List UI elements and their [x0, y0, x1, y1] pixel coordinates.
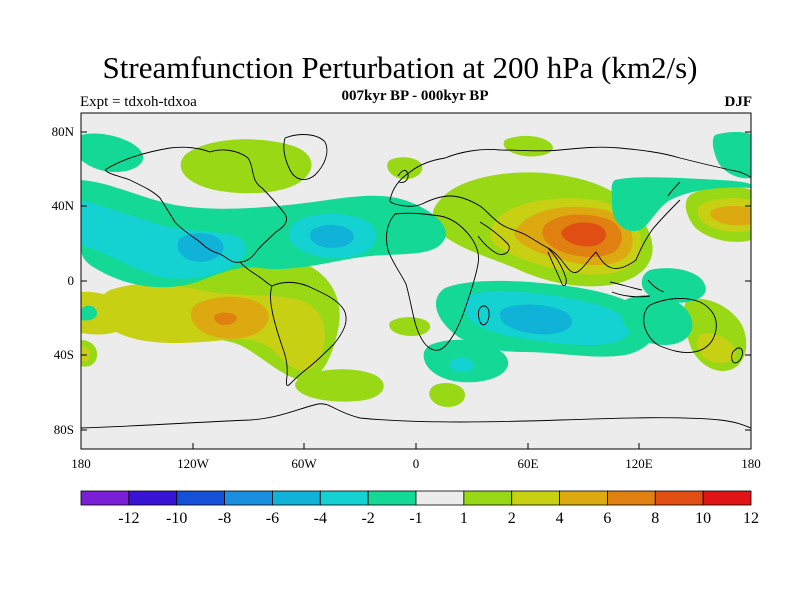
colorbar-swatch	[80, 490, 130, 506]
coast-north-america	[104, 146, 287, 263]
colorbar-swatch	[559, 490, 608, 506]
lon-tick-label: 0	[413, 456, 420, 471]
experiment-label: Expt = tdxoh-tdxoa	[80, 94, 197, 110]
colorbar-label: -1	[409, 510, 422, 527]
chart-subtitle: 007kyr BP - 000kyr BP	[341, 88, 489, 104]
coast-australia	[643, 298, 717, 353]
contour-neg1	[641, 268, 706, 303]
contour-neg1	[620, 295, 693, 345]
contour-neg1	[81, 305, 98, 321]
contour-neg1	[712, 131, 751, 179]
colorbar-swatch	[511, 490, 560, 506]
chart-title: Streamfunction Perturbation at 200 hPa (…	[102, 50, 698, 85]
contour-neg2	[449, 357, 475, 372]
lat-tick-label: 80N	[52, 124, 75, 139]
contour-pos2	[81, 291, 131, 335]
colorbar-label: 1	[460, 510, 468, 527]
coast-japan	[667, 181, 681, 197]
lon-tick-label: 120E	[625, 456, 653, 471]
contour-neg1	[81, 133, 144, 172]
coastlines	[81, 134, 751, 429]
contour-pos1	[389, 317, 431, 336]
colorbar-label: -6	[266, 510, 279, 527]
contour-pos1	[503, 135, 553, 157]
colorbar: -12 -10 -8 -6 -4 -2 -1 1 2 4 6 8 10 12	[80, 490, 759, 527]
contour-pos1	[180, 139, 312, 194]
contour-neg1	[611, 177, 751, 232]
negative-anomalies	[81, 131, 751, 383]
lat-tick-label: 40S	[54, 347, 74, 362]
contour-pos1	[429, 383, 465, 407]
coast-south-america	[270, 281, 347, 387]
contour-pos2	[697, 333, 736, 363]
coast-africa	[386, 212, 479, 351]
contour-neg3	[499, 304, 572, 335]
coast-eurasia	[389, 146, 751, 273]
contour-pos3	[710, 205, 751, 226]
coast-uk	[397, 169, 409, 183]
contour-pos2	[81, 346, 91, 362]
colorbar-label: 2	[508, 510, 516, 527]
colorbar-label: 12	[743, 510, 759, 527]
contour-neg3	[177, 233, 224, 262]
coast-greenland	[283, 134, 328, 181]
lon-tick-label: 60W	[291, 456, 317, 471]
colorbar-label: 8	[651, 510, 659, 527]
coast-arabia	[477, 221, 510, 255]
colorbar-swatch	[415, 490, 465, 506]
coast-new-zealand	[731, 347, 743, 364]
colorbar-label: -10	[166, 510, 187, 527]
colorbar-label: 4	[556, 510, 564, 527]
lat-tick-label: 40N	[52, 198, 75, 213]
lon-tick-label: 120W	[177, 456, 210, 471]
contour-neg3	[310, 224, 354, 248]
contour-pos4	[214, 312, 237, 325]
colorbar-label: 10	[695, 510, 711, 527]
lat-tick-label: 0	[68, 273, 75, 288]
lon-tick-label: 60E	[518, 456, 539, 471]
colorbar-swatch	[128, 490, 178, 506]
lon-tick-label: 180	[71, 456, 91, 471]
coast-india	[547, 247, 567, 287]
coast-antarctica	[81, 403, 751, 429]
colorbar-swatch	[176, 490, 225, 506]
colorbar-swatch	[654, 490, 704, 506]
positive-anomalies	[81, 135, 751, 407]
contour-pos1	[387, 157, 423, 180]
lat-labels: 80N 40N 0 40S 80S	[52, 124, 75, 437]
colorbar-label: -4	[314, 510, 327, 527]
coast-madagascar	[478, 305, 490, 326]
tick-marks	[80, 131, 752, 449]
colorbar-label: -2	[361, 510, 374, 527]
colorbar-swatch	[319, 490, 369, 506]
colorbar-swatch	[702, 490, 752, 506]
map-panel	[81, 113, 751, 449]
lat-tick-label: 80S	[54, 422, 74, 437]
coast-central-america	[239, 261, 273, 287]
contour-pos5	[561, 222, 607, 247]
colorbar-label: -8	[218, 510, 231, 527]
colorbar-swatch	[607, 490, 656, 506]
colorbar-swatch	[367, 490, 417, 506]
coast-indonesia	[609, 279, 665, 298]
season-label: DJF	[724, 94, 753, 110]
colorbar-swatch	[272, 490, 321, 506]
colorbar-label: -12	[118, 510, 139, 527]
colorbar-swatch	[463, 490, 513, 506]
lon-labels: 180 120W 60W 0 60E 120E 180	[71, 456, 761, 471]
colorbar-swatch	[224, 490, 273, 506]
colorbar-label: 6	[603, 510, 611, 527]
contour-pos1	[295, 369, 384, 402]
lon-tick-label: 180	[741, 456, 761, 471]
